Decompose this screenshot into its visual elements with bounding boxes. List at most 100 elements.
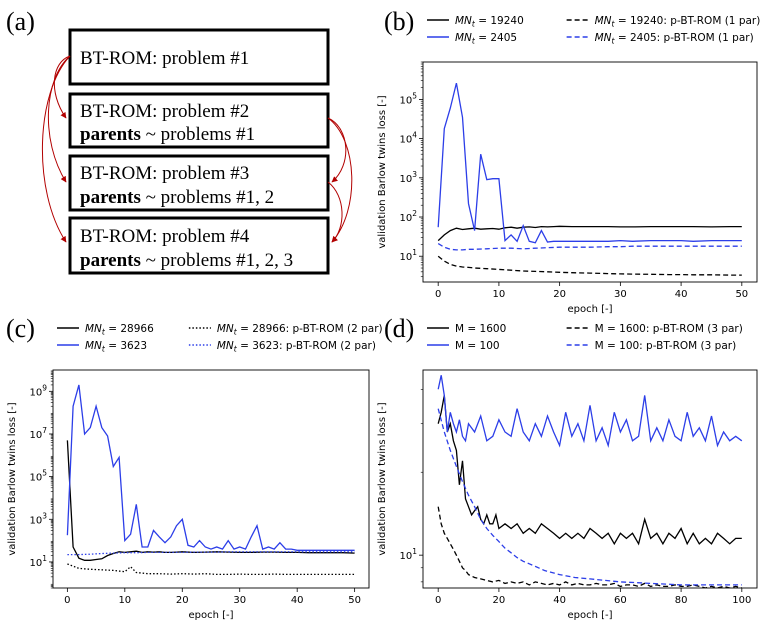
tick-exponent: 2 <box>412 209 417 218</box>
series-line-2 <box>437 375 743 449</box>
parents-keyword: parents <box>80 124 141 145</box>
legend-subscript: t <box>234 345 238 354</box>
legend-symbol: MN <box>85 340 102 352</box>
diagram-box-2: BT-ROM: problem #2 parents ~ problems #1 <box>68 92 330 149</box>
legend-symbol: MN <box>455 32 472 44</box>
diagram-box-3: BT-ROM: problem #3 parents ~ problems #1… <box>68 154 330 212</box>
legend-entry-3: MNt = 19240: p-BT-ROM (1 par) <box>595 15 761 29</box>
tick-base: 10 <box>399 135 412 146</box>
tick-exponent: 5 <box>412 91 417 100</box>
y-axis-label: validation Barlow twins loss [-] <box>7 402 18 555</box>
arrow-2-to-4 <box>327 117 353 243</box>
legend-entry-2: MNt = 2405 <box>455 32 517 46</box>
y-tick-label: 103 <box>399 170 417 185</box>
parents-text: ~ problems #1 <box>141 124 255 145</box>
parents-text: ~ problems #1, 2, 3 <box>141 250 293 271</box>
x-tick-label: 30 <box>614 289 627 300</box>
x-tick-label: 0 <box>64 595 70 606</box>
legend-entry-1: MNt = 28966 <box>85 323 154 337</box>
legend-entry-1: M = 1600 <box>455 323 506 335</box>
tick-base: 10 <box>399 252 412 263</box>
panel-label-d: (d) <box>384 314 414 343</box>
diagram-arrows <box>41 55 353 243</box>
series-line-3 <box>67 563 355 576</box>
x-axis-label: epoch [-] <box>567 610 612 621</box>
legend-entry-2: MNt = 3623 <box>85 340 147 354</box>
parents-keyword: parents <box>80 250 141 271</box>
legend-rest: = 2405 <box>475 32 517 44</box>
tick-exponent: 5 <box>42 469 47 478</box>
legend-entry-1: MNt = 19240 <box>455 15 524 29</box>
y-tick-label: 101 <box>29 554 47 569</box>
tick-exponent: 1 <box>42 554 47 563</box>
plot-frame <box>422 369 758 589</box>
arrow-1-to-4 <box>41 55 71 243</box>
tick-exponent: 9 <box>42 383 47 392</box>
series-line-1 <box>66 440 355 561</box>
tick-exponent: 3 <box>412 170 417 179</box>
tick-exponent: 7 <box>42 426 47 435</box>
arrow-3-to-4 <box>327 181 343 243</box>
legend-subscript: t <box>102 328 106 337</box>
series-line-4 <box>437 243 742 251</box>
y-tick-label: 107 <box>29 426 47 441</box>
legend-entry-4: MNt = 2405: p-BT-ROM (1 par) <box>595 32 754 46</box>
legend-rest: = 28966 <box>105 323 154 335</box>
x-tick-label: 20 <box>176 595 189 606</box>
arrow-1-to-3 <box>47 55 71 183</box>
y-axis-label: validation Barlow twins loss [-] <box>377 95 388 248</box>
y-tick-label: 104 <box>399 131 417 146</box>
parents-keyword: parents <box>80 187 141 208</box>
series-line-3 <box>437 506 742 588</box>
x-tick-label: 40 <box>553 595 566 606</box>
diagram-box-1-title: BT-ROM: problem #1 <box>80 48 249 69</box>
tick-exponent: 3 <box>42 511 47 520</box>
series-line-3 <box>437 255 742 276</box>
tick-exponent: 1 <box>412 547 417 556</box>
legend-subscript: t <box>472 20 476 29</box>
series-line-2 <box>66 384 355 551</box>
diagram-box-1: BT-ROM: problem #1 <box>68 28 330 86</box>
y-tick-label: 103 <box>29 511 47 526</box>
diagram-box-3-parents: parents ~ problems #1, 2 <box>80 187 274 208</box>
legend-entry-3: MNt = 28966: p-BT-ROM (2 par) <box>217 323 383 337</box>
series-line-1 <box>437 395 742 546</box>
x-tick-label: 10 <box>493 289 506 300</box>
tick-base: 10 <box>399 551 412 562</box>
x-tick-label: 40 <box>291 595 304 606</box>
tick-base: 10 <box>29 387 42 398</box>
x-tick-label: 40 <box>675 289 688 300</box>
legend-entry-3: M = 1600: p-BT-ROM (3 par) <box>595 323 743 335</box>
tick-base: 10 <box>29 558 42 569</box>
legend-symbol: MN <box>595 32 612 44</box>
legend-symbol: MN <box>217 323 234 335</box>
diagram-box-2-parents: parents ~ problems #1 <box>80 124 255 145</box>
x-axis-label: epoch [-] <box>188 610 233 621</box>
chart-d: 0 20 40 60 80 100 101 epoch [-] validation Barlo… <box>377 323 758 621</box>
arrow-2-to-3 <box>327 117 347 183</box>
y-tick-label: 102 <box>399 209 417 224</box>
diagram-box-2-title: BT-ROM: problem #2 <box>80 101 249 122</box>
legend-entry-2: M = 100 <box>455 340 500 352</box>
legend-subscript: t <box>612 37 616 46</box>
plot-frame <box>422 61 758 283</box>
legend-symbol: MN <box>595 15 612 27</box>
legend-rest: = 2405: p-BT-ROM (1 par) <box>614 32 753 44</box>
x-tick-label: 20 <box>553 289 566 300</box>
x-tick-label: 0 <box>435 289 441 300</box>
legend-symbol: MN <box>217 340 234 352</box>
legend-rest: = 3623: p-BT-ROM (2 par) <box>237 340 376 352</box>
tick-exponent: 1 <box>412 248 417 257</box>
y-tick-label: 109 <box>29 383 47 398</box>
legend-subscript: t <box>472 37 476 46</box>
x-tick-label: 50 <box>735 289 748 300</box>
panel-label-a: (a) <box>6 7 35 36</box>
legend-symbol: MN <box>85 323 102 335</box>
legend-subscript: t <box>102 345 106 354</box>
legend-entry-4: M = 100: p-BT-ROM (3 par) <box>595 340 737 352</box>
legend-rest: = 3623 <box>105 340 147 352</box>
y-tick-label: 105 <box>29 469 47 484</box>
tick-base: 10 <box>399 95 412 106</box>
